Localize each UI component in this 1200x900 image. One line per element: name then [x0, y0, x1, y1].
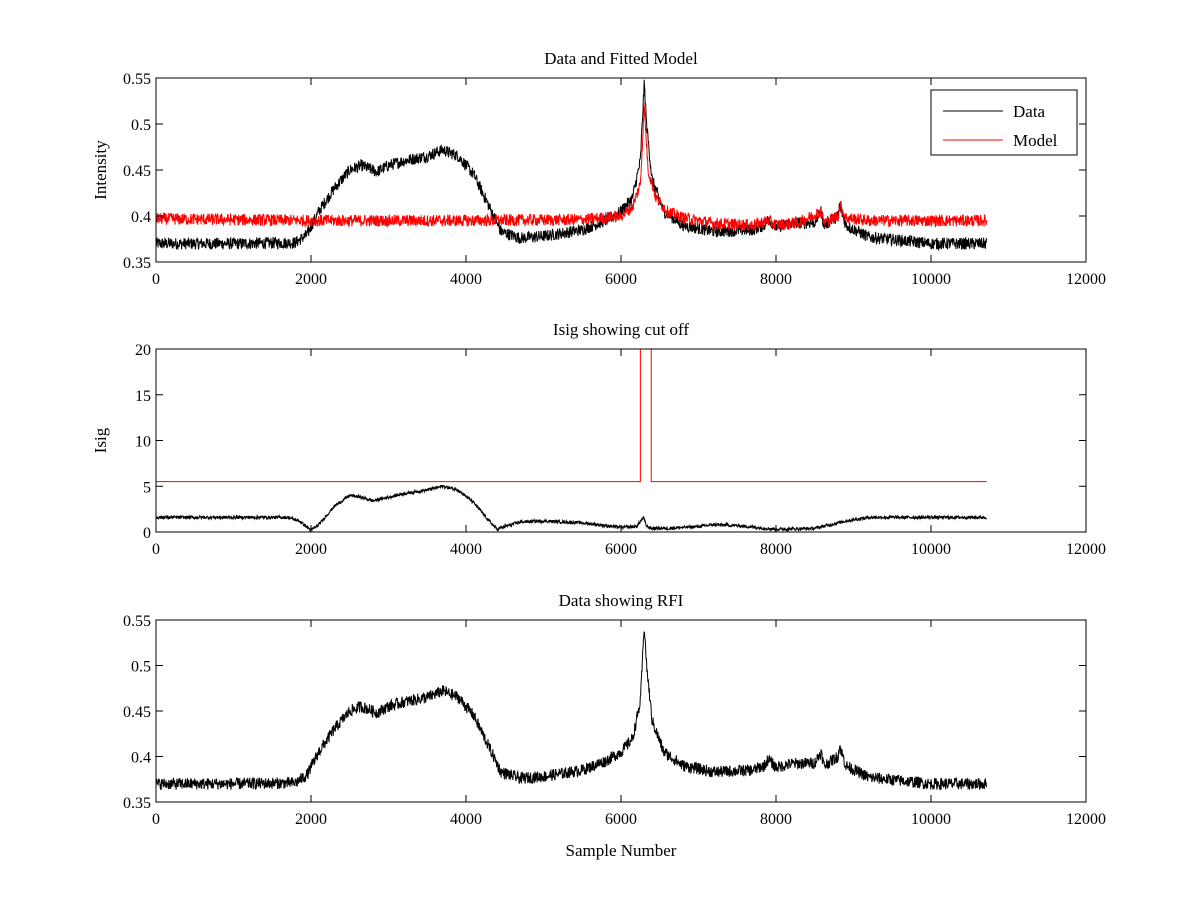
- x-tick-label: 8000: [760, 811, 792, 828]
- y-tick-label: 0.5: [131, 659, 151, 676]
- y-tick-label: 0.35: [123, 795, 151, 812]
- y-tick-label: 20: [135, 342, 151, 359]
- legend-label: Model: [1013, 131, 1058, 150]
- x-tick-label: 8000: [760, 541, 792, 558]
- y-tick-label: 0.55: [123, 613, 151, 630]
- x-tick-label: 6000: [605, 541, 637, 558]
- x-tick-label: 10000: [911, 541, 951, 558]
- legend: Data Model: [930, 89, 1078, 156]
- y-axis-label: Intensity: [91, 140, 110, 200]
- y-axis-label: Isig: [91, 427, 110, 453]
- panel-3: 0 2000 4000 6000 8000 10000 12000 0.35 0.4 0.45 0.…: [123, 591, 1106, 860]
- y-tick-label: 0.55: [123, 71, 151, 88]
- series-1-line: [156, 349, 987, 483]
- y-tick-label: 0.5: [131, 117, 151, 134]
- x-tick-label: 2000: [295, 271, 327, 288]
- panel-title: Isig showing cut off: [553, 320, 689, 339]
- y-tick-label: 0.45: [123, 163, 151, 180]
- y-tick-label: 0.35: [123, 255, 151, 272]
- data-line: [156, 79, 988, 252]
- x-tick-label: 6000: [605, 811, 637, 828]
- x-tick-label: 12000: [1066, 271, 1106, 288]
- x-tick-label: 8000: [760, 271, 792, 288]
- x-tick-label: 0: [152, 811, 160, 828]
- x-tick-label: 6000: [605, 271, 637, 288]
- panel-title: Data and Fitted Model: [544, 49, 698, 68]
- x-tick-label: 10000: [911, 271, 951, 288]
- x-tick-label: 0: [152, 271, 160, 288]
- y-tick-label: 10: [135, 434, 151, 451]
- panel-title: Data showing RFI: [559, 591, 684, 610]
- x-tick-label: 4000: [450, 541, 482, 558]
- panel-1: 0 2000 4000 6000 8000 10000 12000 0.35 0.4 0.45 0.…: [91, 49, 1106, 288]
- panel-2: 0 2000 4000 6000 8000 10000 12000 0 5 10 15 20 Isig …: [91, 320, 1106, 558]
- x-tick-label: 12000: [1066, 541, 1106, 558]
- x-tick-label: 10000: [911, 811, 951, 828]
- axes-frame: [155, 348, 1087, 533]
- y-tick-label: 15: [135, 388, 151, 405]
- x-tick-label: 4000: [450, 271, 482, 288]
- x-tick-label: 4000: [450, 811, 482, 828]
- y-tick-label: 0.4: [131, 750, 151, 767]
- y-tick-label: 0.4: [131, 209, 151, 226]
- y-tick-label: 0.45: [123, 704, 151, 721]
- y-tick-label: 0: [143, 525, 151, 542]
- model-line: [156, 104, 988, 233]
- y-tick-label: 5: [143, 479, 151, 496]
- legend-label: Data: [1013, 102, 1046, 121]
- series-1-line: [156, 631, 988, 791]
- series-2-line: [156, 484, 987, 532]
- x-tick-label: 2000: [295, 541, 327, 558]
- x-tick-label: 2000: [295, 811, 327, 828]
- x-tick-label: 0: [152, 541, 160, 558]
- x-axis-label: Sample Number: [566, 841, 677, 860]
- legend-box: [930, 89, 1078, 156]
- x-tick-label: 12000: [1066, 811, 1106, 828]
- axes-frame: [155, 619, 1087, 803]
